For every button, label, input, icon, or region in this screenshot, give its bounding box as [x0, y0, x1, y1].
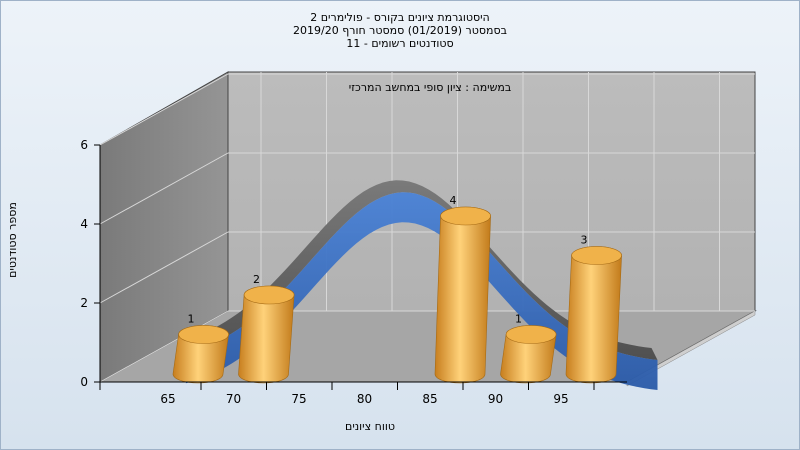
data-label: 2 — [253, 273, 260, 286]
y-axis-label: מספר סטודנטים — [6, 202, 19, 278]
bar-body — [565, 246, 622, 384]
x-tick-label-90: 90 — [488, 392, 503, 406]
y-tick-label: 4 — [80, 217, 88, 231]
x-tick-label-65: 65 — [160, 392, 175, 406]
bar-top — [178, 325, 229, 344]
gridline-side — [99, 152, 229, 225]
y-tick-label: 2 — [80, 296, 88, 310]
axes-layer: 0 2 4 6 65 70 75 80 85 90 95 — [80, 138, 627, 406]
bar-body — [434, 206, 491, 384]
chart-subtitle: במשימה : ציון סופי במחשב המרכזי — [348, 81, 512, 94]
data-label: 1 — [515, 313, 522, 326]
title-line-2: בסמסטר (01/2019) סמסטר חורף 2019/20 — [293, 24, 507, 37]
x-tick-label-85: 85 — [422, 392, 437, 406]
data-label: 1 — [188, 313, 195, 326]
bar-95: 3 — [565, 234, 622, 384]
title-line-3: סטודנטים רשומים - 11 — [346, 37, 454, 50]
x-axis-label: טווח ציונים — [345, 420, 395, 433]
gridlines — [99, 72, 755, 383]
gridline-side — [99, 73, 229, 146]
bar-top — [505, 325, 557, 344]
bar-85: 4 — [434, 194, 491, 384]
chart-title: היסטוגרמת ציונים בקורס - פולימרים 2 בסמס… — [200, 11, 600, 50]
y-tick-label: 6 — [80, 138, 88, 152]
x-tick-label-75: 75 — [291, 392, 306, 406]
bar-top — [243, 285, 295, 305]
data-label: 4 — [450, 194, 457, 207]
x-tick-label-95: 95 — [553, 392, 568, 406]
bar-top — [571, 246, 622, 265]
x-tick-label-70: 70 — [226, 392, 241, 406]
bar-65: 1 — [172, 313, 229, 384]
bars-layer: 1 2 4 1 3 — [172, 194, 622, 384]
title-line-1: היסטוגרמת ציונים בקורס - פולימרים 2 — [310, 11, 490, 24]
x-tick-label-80: 80 — [357, 392, 372, 406]
gridline-side — [99, 310, 229, 383]
y-tick-label: 0 — [80, 375, 88, 389]
bar-70: 2 — [238, 273, 295, 384]
floor-edge — [626, 310, 756, 387]
bar-top — [440, 206, 491, 226]
data-label: 3 — [581, 234, 588, 247]
bar-90: 1 — [500, 313, 557, 384]
gridline-side — [99, 231, 229, 304]
